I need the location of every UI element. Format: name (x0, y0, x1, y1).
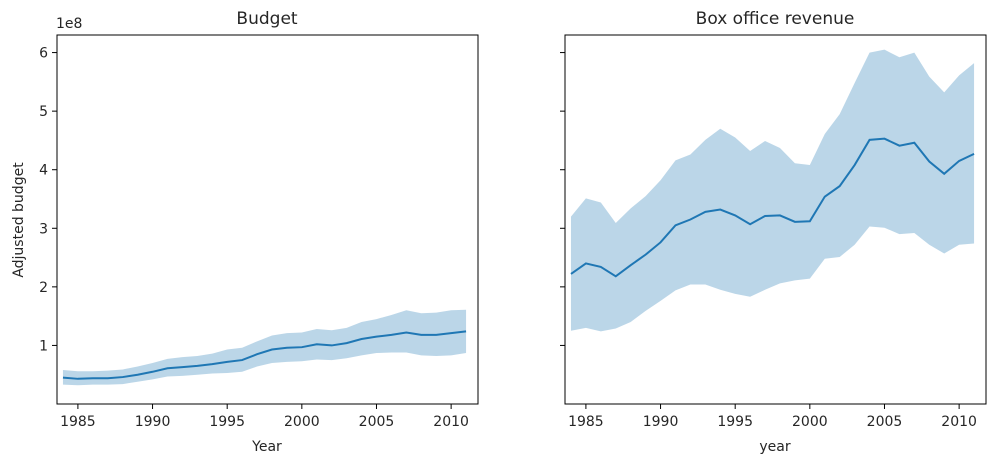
x-ticks: 1985 1990 1995 2000 2005 2010 (568, 404, 977, 430)
confidence-band (62, 309, 467, 386)
budget-chart: Budget Adjusted budget 1e8 Year 1985 1990… (11, 9, 479, 455)
x-tick-label: 2000 (284, 414, 320, 430)
x-tick-label: 2005 (359, 414, 395, 430)
y-tick-label: 4 (39, 163, 48, 179)
y-tick-label: 5 (39, 104, 48, 120)
y-tick-label: 6 (39, 46, 48, 62)
box-office-chart: Box office revenue year 1985 1990 1995 2000… (560, 9, 987, 455)
x-ticks: 1985 1990 1995 2000 2005 2010 (60, 404, 469, 430)
y-tick-label: 3 (39, 221, 48, 237)
plot-frame (56, 34, 479, 405)
x-tick-label: 1995 (209, 414, 245, 430)
y-ticks: 1 2 3 4 5 6 (39, 46, 57, 354)
x-tick-label: 2010 (433, 414, 469, 430)
series-line (570, 137, 975, 278)
y-tick-label: 1 (39, 338, 48, 354)
y-ticks (560, 52, 565, 346)
x-tick-label: 2000 (792, 414, 828, 430)
x-tick-label: 1985 (60, 414, 96, 430)
y-axis-label: Adjusted budget (11, 162, 27, 278)
y-axis-scale-label: 1e8 (56, 16, 82, 32)
x-tick-label: 2005 (867, 414, 903, 430)
y-tick-label: 2 (39, 280, 48, 296)
x-axis-label: Year (251, 439, 282, 455)
chart-title: Budget (236, 9, 297, 29)
x-tick-label: 1990 (643, 414, 679, 430)
x-tick-label: 1995 (717, 414, 753, 430)
x-tick-label: 1990 (135, 414, 171, 430)
series-line (62, 330, 467, 380)
chart-title: Box office revenue (696, 9, 855, 29)
confidence-band (570, 49, 975, 332)
x-tick-label: 2010 (941, 414, 977, 430)
plot-frame (564, 34, 987, 405)
x-axis-label: year (759, 439, 790, 455)
x-tick-label: 1985 (568, 414, 604, 430)
